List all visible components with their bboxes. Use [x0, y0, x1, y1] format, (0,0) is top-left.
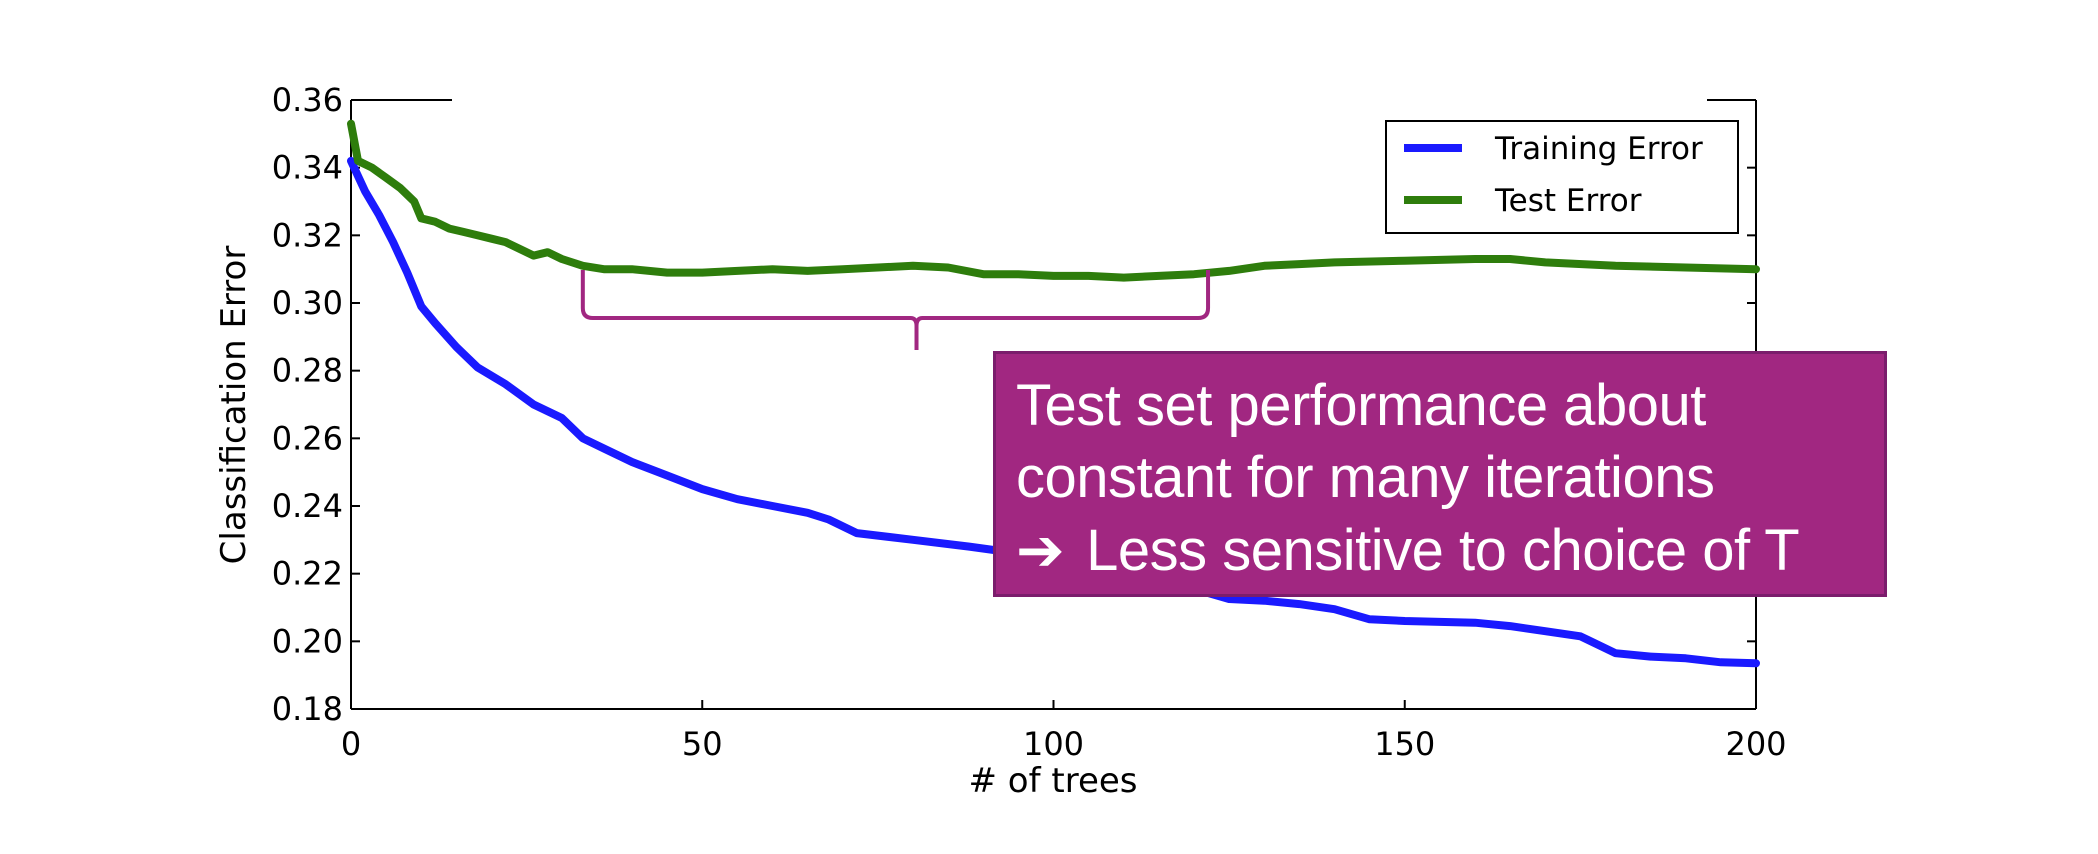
- callout-line-1: Test set performance about: [1016, 373, 1706, 438]
- y-tick-label: 0.30: [272, 284, 343, 322]
- x-axis-ticks: 0 50 100 150 200: [341, 700, 1787, 763]
- legend-label-training-error: Training Error: [1494, 131, 1703, 167]
- series-layer: [347, 119, 1760, 668]
- callout-line-3: ➔ Less sensitive to choice of T: [1016, 514, 1884, 587]
- y-tick-label: 0.36: [272, 81, 343, 119]
- x-tick-label: 200: [1725, 725, 1786, 763]
- x-tick-label: 50: [682, 725, 723, 763]
- y-axis-label: Classification Error: [214, 246, 254, 565]
- callout-line-2: constant for many iterations: [1016, 445, 1715, 510]
- annotation-callout: Test set performance about constant for …: [993, 351, 1887, 597]
- callout-line-3-text: Less sensitive to choice of T: [1086, 518, 1800, 583]
- y-axis-ticks: 0.18 0.20 0.22 0.24 0.26 0.28 0.30 0.32 0.34 0.36: [272, 81, 1756, 728]
- x-tick-label: 100: [1023, 725, 1084, 763]
- y-tick-label: 0.32: [272, 216, 343, 254]
- y-tick-label: 0.26: [272, 419, 343, 457]
- y-tick-label: 0.20: [272, 622, 343, 660]
- series-line-training-error: [347, 156, 1760, 668]
- arrow-right-icon: ➔: [1016, 516, 1065, 584]
- legend: Training Error Test Error: [1385, 120, 1739, 234]
- y-tick-label: 0.24: [272, 487, 343, 525]
- series-line-test-error: [347, 119, 1760, 282]
- y-tick-label: 0.18: [272, 690, 343, 728]
- y-tick-label: 0.28: [272, 352, 343, 390]
- legend-label-test-error: Test Error: [1494, 183, 1642, 219]
- x-tick-label: 150: [1374, 725, 1435, 763]
- x-axis-label: # of trees: [969, 761, 1138, 801]
- annotation-bracket: [580, 270, 1211, 350]
- legend-box: [1385, 120, 1739, 234]
- y-tick-label: 0.22: [272, 555, 343, 593]
- y-tick-label: 0.34: [272, 149, 343, 187]
- x-tick-label: 0: [341, 725, 361, 763]
